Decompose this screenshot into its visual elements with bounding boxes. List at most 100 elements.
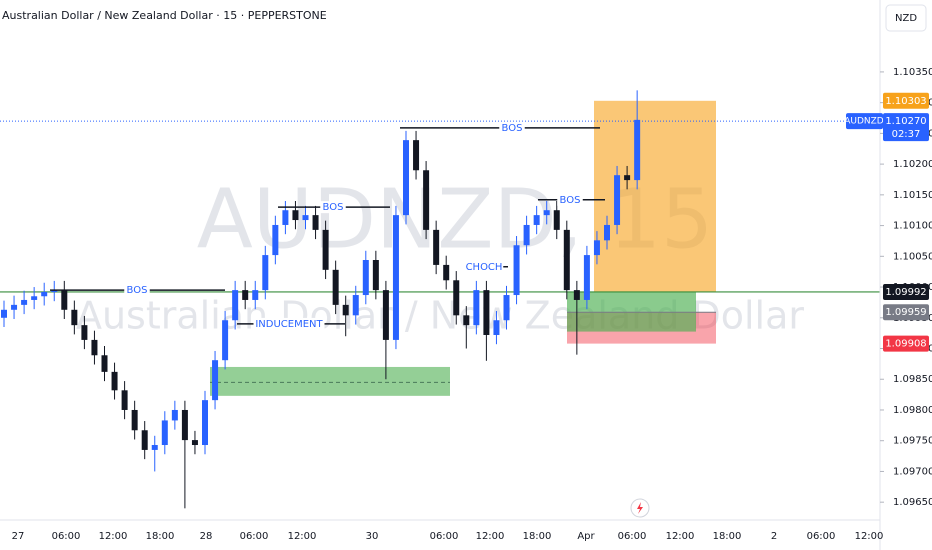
price-badge: [883, 283, 929, 300]
structure-label: BOS: [560, 195, 581, 206]
candle-body: [473, 290, 480, 326]
symbol-badge: [846, 113, 883, 130]
candle-body: [533, 215, 540, 225]
candle-body: [232, 290, 239, 321]
y-tick-label: 1.09750: [893, 436, 932, 447]
candle-body: [131, 409, 138, 431]
candle-body: [61, 290, 68, 310]
candle-body: [202, 400, 208, 446]
structure-label: CHOCH: [466, 262, 503, 273]
candle-body: [171, 409, 178, 421]
x-tick-label: 30: [366, 531, 379, 542]
x-tick-label: Apr: [577, 531, 595, 542]
candle-body: [463, 315, 470, 326]
candle-body: [553, 210, 560, 230]
candle-body: [513, 245, 520, 296]
candle-body: [443, 264, 450, 281]
structure-label: BOS: [127, 285, 148, 296]
y-tick-label: 1.09650: [893, 497, 932, 508]
price-badge-label: 1.09992: [885, 287, 926, 298]
candle-body: [101, 355, 108, 372]
price-badge-label: 1.10303: [885, 96, 926, 107]
structure-label-bg: [124, 284, 150, 297]
candle-body: [262, 255, 269, 291]
candle-body: [141, 430, 148, 450]
x-tick-label: 2: [771, 531, 777, 542]
x-tick-label: 18:00: [146, 531, 175, 542]
structure-label-bg: [320, 201, 346, 214]
x-tick-label: 28: [200, 531, 213, 542]
candle-body: [483, 290, 490, 335]
candle-body: [503, 295, 510, 321]
y-tick-label: 1.09850: [893, 374, 932, 385]
price-badge: [883, 92, 929, 109]
price-badge-label: 1.09908: [885, 339, 926, 350]
candle-body: [413, 140, 420, 171]
structure-label: INDUCEMENT: [255, 319, 323, 330]
candle-body: [41, 291, 48, 297]
candle-body: [252, 290, 259, 300]
demand-zone: [210, 366, 450, 396]
candle-body: [312, 215, 319, 230]
candle-body: [1, 309, 7, 318]
candle-body: [11, 304, 18, 310]
candle-body: [493, 320, 500, 335]
candle-body: [453, 280, 460, 316]
candle-body: [71, 309, 78, 326]
candle-body: [242, 290, 249, 300]
candle-body: [423, 170, 430, 230]
x-tick-label: 12:00: [288, 531, 317, 542]
alert-bolt: [637, 502, 643, 514]
y-tick-label: 1.10350: [893, 67, 932, 78]
x-tick-label: 18:00: [523, 531, 552, 542]
y-tick-label: 1.10150: [893, 190, 932, 201]
candle-body: [563, 229, 570, 291]
candle-body: [392, 215, 399, 340]
structure-label-bg: [464, 260, 504, 273]
y-tick-label: 1.10100: [893, 221, 932, 232]
structure-label-bg: [557, 193, 583, 206]
x-tick-label: 06:00: [618, 531, 647, 542]
y-tick-label: 1.10200: [893, 159, 932, 170]
x-tick-label: 12:00: [855, 531, 884, 542]
candle-body: [352, 295, 359, 316]
y-tick-label: 1.10050: [893, 251, 932, 262]
currency: NZD: [895, 13, 917, 24]
candle-body: [191, 440, 198, 446]
currency-button[interactable]: [885, 4, 927, 32]
candle-body: [523, 224, 530, 246]
structure-label: BOS: [323, 202, 344, 213]
candle-body: [302, 215, 309, 221]
candle-body: [292, 210, 299, 221]
x-tick-label: 06:00: [240, 531, 269, 542]
candle-body: [433, 229, 440, 265]
y-tick-label: 1.09800: [893, 405, 932, 416]
structure-label: BOS: [502, 123, 523, 134]
y-tick-label: 1.09700: [893, 466, 932, 477]
target-zone: [594, 100, 716, 292]
structure-label-bg: [499, 121, 525, 134]
structure-label-bg: [253, 317, 325, 330]
candle-body: [31, 296, 38, 300]
candle-body: [604, 224, 610, 241]
candle-body: [573, 290, 580, 300]
plot: BOS BOS INDUCEMENT BOS BOS CHOCH: [0, 90, 880, 509]
countdown: 02:37: [892, 129, 921, 140]
candle-body: [583, 255, 590, 300]
candle-body: [212, 360, 219, 401]
last-price-label: 1.10270: [885, 116, 926, 127]
x-tick-label: 12:00: [99, 531, 128, 542]
candle-body: [282, 210, 289, 225]
price-badge: [883, 304, 929, 321]
candle-body: [111, 371, 118, 391]
candle-body: [322, 229, 329, 270]
x-tick-label: 06:00: [807, 531, 836, 542]
x-tick-label: 12:00: [666, 531, 695, 542]
candle-body: [51, 290, 58, 292]
price-badge: [883, 335, 929, 352]
candle-body: [151, 445, 158, 450]
candle-body: [181, 409, 188, 441]
candle-body: [624, 175, 631, 181]
candle-body: [614, 175, 621, 225]
